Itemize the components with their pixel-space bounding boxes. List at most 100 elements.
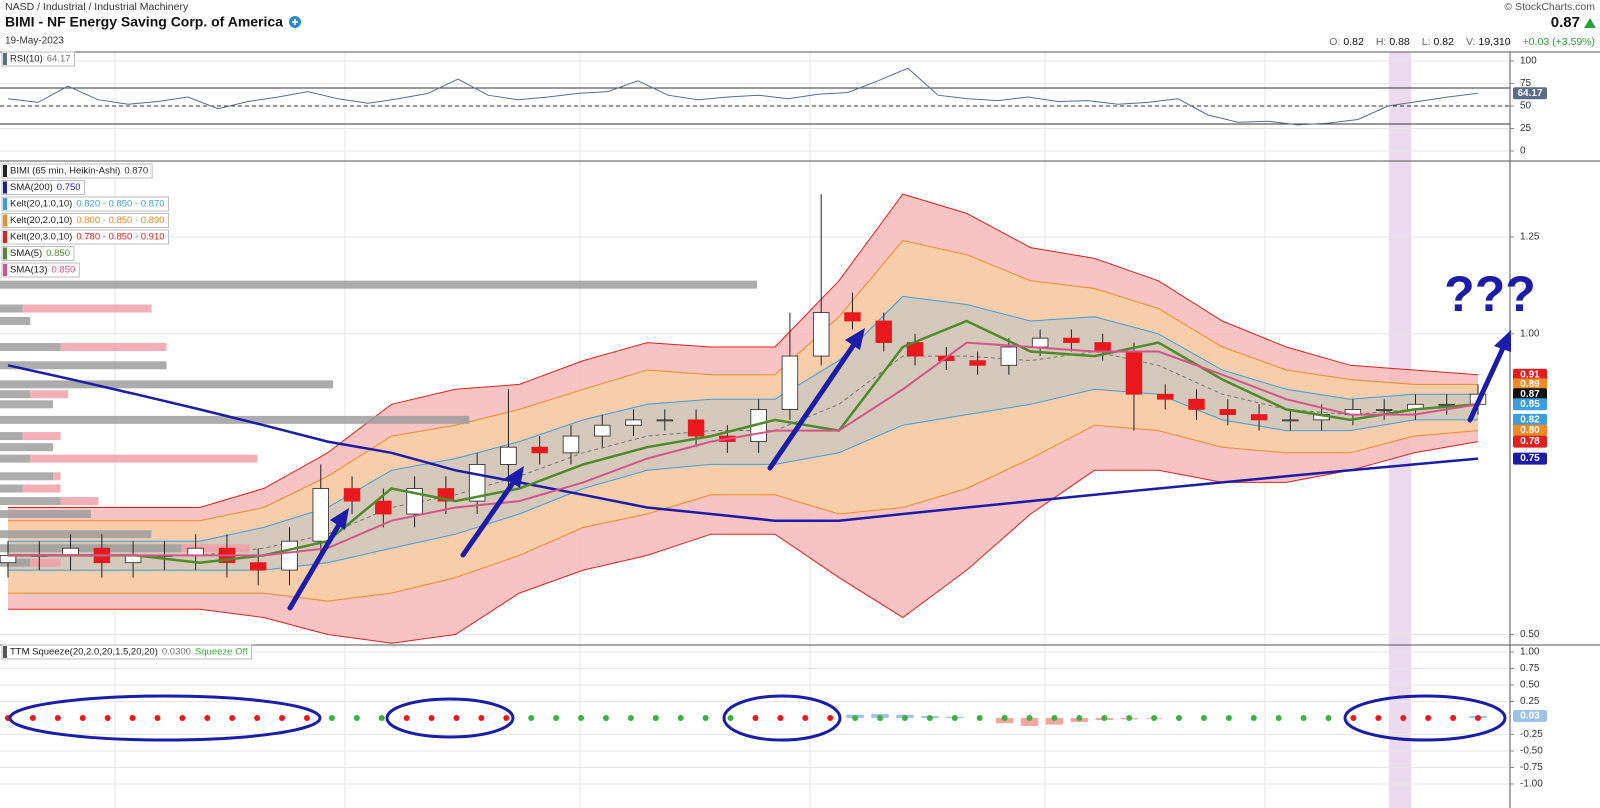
- squeeze-dot: [29, 714, 36, 721]
- vbp-down: [0, 400, 53, 409]
- kelt-upper: [8, 295, 1478, 542]
- candle-body: [594, 424, 611, 437]
- squeeze-dot: [1250, 714, 1257, 721]
- y-tick-label: 1.25: [1520, 232, 1540, 243]
- squeeze-dot: [129, 714, 136, 721]
- vbp-down: [0, 443, 53, 452]
- candle-body: [562, 435, 580, 454]
- y-tick-label: 0.25: [1520, 696, 1540, 707]
- squeeze-dot: [1051, 714, 1058, 721]
- candle-body: [656, 419, 674, 422]
- legend-entry: Kelt(20,2.0,10) 0.800 - 0.850 - 0.890: [1, 213, 170, 228]
- candle-body: [625, 419, 642, 426]
- squeeze-dot: [353, 714, 360, 721]
- price-tag-box: [1513, 398, 1547, 411]
- arrow-head: [505, 466, 524, 488]
- squeeze-dot: [1450, 714, 1457, 721]
- legend-box: [1, 213, 170, 228]
- candle-body: [781, 355, 799, 410]
- squeeze-dot: [901, 714, 908, 721]
- kelt-upper: [8, 239, 1478, 522]
- squeeze-dot: [104, 714, 111, 721]
- squeeze-dot: [951, 714, 958, 721]
- squeeze-dot: [976, 714, 983, 721]
- legend-entry: RSI(10) 64.17: [1, 51, 76, 67]
- legend-swatch: [3, 53, 7, 65]
- squeeze-dot: [727, 714, 734, 721]
- candle-body: [531, 446, 548, 454]
- candle-body: [1438, 403, 1455, 406]
- rsi-tag: 64.17: [1517, 88, 1542, 99]
- vbp-down: [0, 484, 23, 493]
- squeeze-dot: [752, 714, 759, 721]
- arrow: [460, 477, 518, 558]
- y-tick-label: 50: [1520, 101, 1532, 112]
- candle-body: [187, 547, 204, 556]
- squeeze-dot: [677, 714, 684, 721]
- candle-body: [281, 540, 298, 571]
- squeeze-dot: [627, 714, 634, 721]
- squeeze-dot: [1425, 714, 1432, 721]
- legend-value: 0.780 - 0.850 - 0.910: [76, 232, 164, 243]
- vbp-up: [22, 304, 152, 313]
- squeeze-dot: [328, 714, 335, 721]
- arrow-head: [845, 328, 865, 350]
- vbp-down: [0, 510, 91, 519]
- arrow: [287, 520, 343, 611]
- candle-body: [1157, 393, 1174, 400]
- price-tag: 0.91: [1520, 369, 1540, 380]
- squeeze-dot: [1126, 714, 1133, 721]
- price-tag: 0.78: [1520, 436, 1540, 447]
- y-tick-label: -0.75: [1520, 762, 1543, 773]
- legend-swatch: [3, 198, 7, 210]
- vbp-down: [0, 280, 757, 289]
- price-tag: 0.87: [1520, 389, 1540, 400]
- plot-layers: [0, 60, 1510, 785]
- squeeze-dot: [1101, 714, 1108, 721]
- squeeze-dot: [279, 714, 286, 721]
- legend-swatch: [3, 264, 7, 276]
- overlay-layer: 0 25 50 75 100 64.17 RSI(10) 64.17 0.50 1.00 1.25 0…: [1, 51, 1547, 790]
- squeeze-dot: [1001, 714, 1008, 721]
- ohlcv-value: 19,310: [1478, 36, 1510, 48]
- squeeze-dot: [1350, 714, 1357, 721]
- y-tick-label: 0: [1520, 146, 1526, 157]
- vbp-up: [52, 472, 61, 481]
- squeeze-dot: [1176, 714, 1183, 721]
- candle-body: [1000, 346, 1018, 366]
- price-tag: 0.89: [1520, 379, 1540, 390]
- legend-status: Squeeze Off: [195, 647, 248, 658]
- candle-body: [1282, 419, 1299, 422]
- y-tick-label: -0.50: [1520, 746, 1543, 757]
- price-tag-box: [1513, 368, 1547, 381]
- legend-entry: SMA(200) 0.750: [1, 180, 86, 195]
- squeeze-dot: [1375, 714, 1382, 721]
- y-tick-label: -0.25: [1520, 729, 1543, 740]
- vbp-up: [30, 454, 258, 463]
- ohlcv-label: L:: [1422, 36, 1431, 48]
- momentum-bar: [1045, 717, 1064, 725]
- legend-value: 0.0300: [162, 647, 191, 658]
- legend-name: Kelt(20,1.0,10): [10, 199, 72, 210]
- vbp-down: [0, 316, 31, 325]
- price-tag: 0.82: [1520, 415, 1540, 426]
- y-tick-label: 75: [1520, 78, 1532, 89]
- legend-name: SMA(13): [10, 265, 47, 276]
- squeeze-dot: [303, 714, 310, 721]
- vbp-up: [22, 484, 61, 493]
- legend-swatch: [3, 214, 7, 227]
- candle-body: [687, 419, 705, 437]
- legend-name: TTM Squeeze(20,2.0,20,1.5,20,20): [10, 647, 158, 658]
- add-icon[interactable]: [288, 16, 301, 28]
- vbp-up: [30, 558, 61, 567]
- legend-entry: SMA(13) 0.850: [1, 262, 80, 278]
- y-tick-label: 100: [1520, 56, 1537, 67]
- candle-body: [1219, 409, 1237, 416]
- legend-name: RSI(10): [10, 54, 43, 65]
- candle-body: [1125, 351, 1143, 395]
- candle-body: [844, 312, 861, 322]
- price-tag-box: [1513, 388, 1547, 401]
- candle-body: [343, 488, 361, 502]
